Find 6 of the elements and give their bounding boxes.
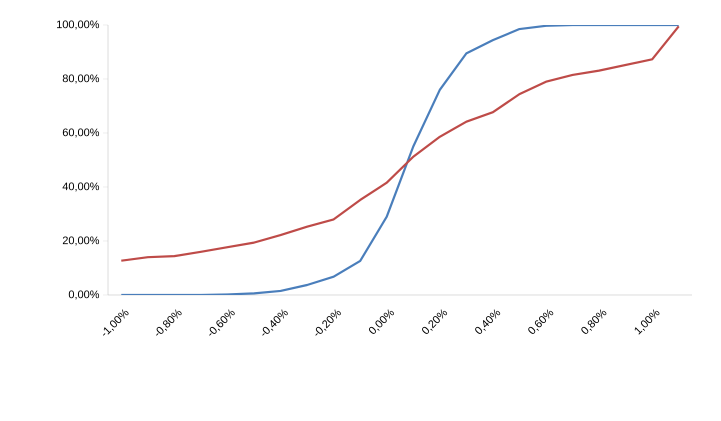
y-tick-label: 40,00% <box>62 182 100 192</box>
y-tick-label: 100,00% <box>57 20 100 30</box>
y-tick-label: 0,00% <box>68 290 100 300</box>
y-tick-label: 20,00% <box>62 236 100 246</box>
y-tick-label: 80,00% <box>62 74 100 84</box>
y-tick-label: 60,00% <box>62 128 100 138</box>
